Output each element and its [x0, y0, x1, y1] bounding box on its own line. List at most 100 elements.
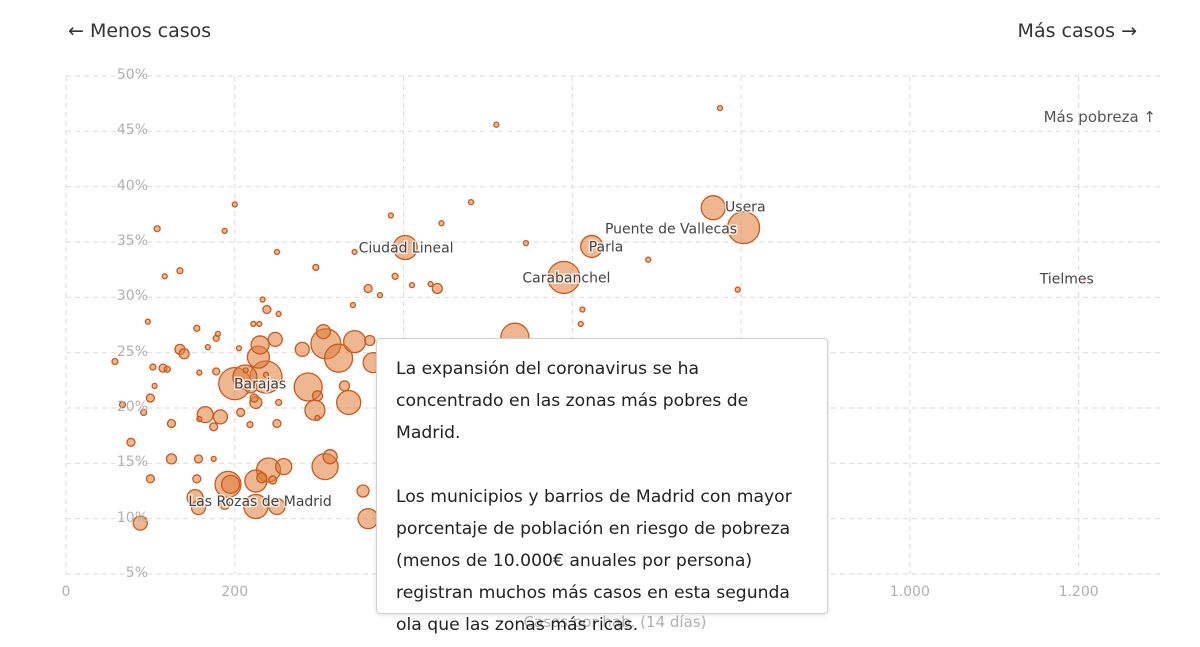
point-label: Puente de Vallecas	[605, 222, 737, 238]
data-point	[579, 306, 586, 313]
data-point	[427, 280, 434, 288]
data-point	[236, 407, 246, 418]
data-point	[364, 334, 376, 347]
data-point	[268, 475, 278, 485]
point-label: Las Rozas de Madrid	[188, 494, 332, 510]
data-point	[214, 330, 222, 338]
data-point	[145, 474, 156, 484]
data-point	[431, 282, 443, 295]
data-point	[210, 455, 217, 463]
y-tick-label: 5%	[125, 565, 148, 581]
data-point	[256, 472, 268, 484]
y-tick-label: 35%	[116, 233, 148, 249]
point-label: Carabanchel	[522, 270, 610, 286]
data-point	[376, 291, 384, 299]
data-point	[153, 225, 161, 233]
data-point	[522, 239, 530, 247]
point-label: Ciudad Lineal	[359, 241, 454, 257]
data-point	[356, 484, 370, 498]
data-point	[165, 453, 178, 465]
x-tick-label: 1.000	[890, 584, 930, 600]
y-tick-label: 15%	[116, 454, 148, 471]
data-point	[275, 310, 282, 318]
data-point	[178, 348, 190, 360]
data-point	[250, 320, 257, 328]
data-point	[342, 329, 367, 354]
data-point	[645, 256, 652, 263]
data-point	[250, 335, 270, 355]
data-point	[221, 227, 228, 235]
data-point	[314, 414, 321, 422]
data-point	[734, 286, 741, 293]
x-axis-label: Casos por hab. (14 días)	[524, 613, 707, 631]
data-point	[235, 345, 243, 352]
point-label: Tielmes	[1039, 272, 1094, 288]
data-point	[577, 320, 584, 328]
y-tick-label: 25%	[116, 343, 148, 360]
data-point	[163, 365, 171, 373]
data-point	[408, 282, 416, 289]
y-tick-label: 45%	[116, 122, 148, 139]
y-tick-label: 20%	[116, 399, 148, 415]
poverty-hint: Más pobreza ↑	[1044, 108, 1156, 126]
data-point	[242, 367, 249, 374]
data-point	[349, 301, 357, 309]
data-point	[268, 497, 286, 516]
x-tick-label: 0	[62, 584, 71, 600]
data-point	[338, 380, 351, 392]
data-point	[580, 234, 604, 259]
data-point	[166, 418, 177, 429]
data-point	[311, 390, 324, 402]
data-point	[274, 398, 283, 407]
data-point	[351, 248, 358, 256]
data-point	[190, 499, 207, 516]
x-tick-label: 1.200	[1059, 584, 1099, 600]
data-point	[196, 415, 203, 423]
data-point	[547, 260, 581, 295]
more-cases-label: Más casos →	[1017, 20, 1137, 42]
data-point	[312, 263, 320, 272]
data-point	[151, 382, 158, 390]
point-label: Barajas	[234, 377, 286, 393]
data-point	[700, 195, 726, 221]
data-point	[176, 267, 184, 275]
data-point	[256, 320, 263, 328]
data-point	[246, 420, 254, 429]
data-point	[323, 343, 354, 373]
data-point	[193, 454, 204, 464]
data-point	[387, 212, 395, 219]
data-point	[161, 273, 168, 280]
data-point	[272, 418, 282, 429]
data-point	[126, 437, 136, 447]
data-point	[193, 324, 201, 332]
data-point	[716, 104, 724, 112]
x-axis-ticks: 0 200 1.000 1.200	[62, 584, 1099, 600]
data-point	[111, 357, 119, 366]
x-tick-label: 200	[221, 584, 248, 600]
data-point	[262, 371, 270, 378]
data-point	[336, 389, 362, 416]
data-point	[438, 220, 445, 227]
tooltip-paragraph-2: Los municipios y barrios de Madrid con m…	[396, 487, 792, 635]
data-point	[392, 234, 418, 261]
data-point	[267, 331, 283, 348]
data-point	[139, 408, 148, 417]
data-point	[262, 304, 272, 315]
data-point	[363, 283, 373, 294]
y-tick-label: 50%	[116, 67, 148, 83]
data-point	[145, 393, 156, 403]
data-point	[294, 341, 310, 357]
data-point	[322, 449, 338, 465]
data-point	[315, 323, 332, 340]
data-point	[243, 493, 269, 520]
data-point	[209, 422, 219, 432]
y-tick-label: 40%	[116, 177, 148, 194]
less-cases-label: ← Menos casos	[68, 20, 212, 42]
data-point	[196, 369, 203, 376]
point-label: Usera	[725, 200, 766, 216]
data-point	[273, 248, 281, 256]
data-point	[204, 343, 211, 351]
y-tick-label: 30%	[116, 288, 148, 305]
tooltip-paragraph-1: La expansión del coronavirus se ha conce…	[396, 359, 749, 443]
